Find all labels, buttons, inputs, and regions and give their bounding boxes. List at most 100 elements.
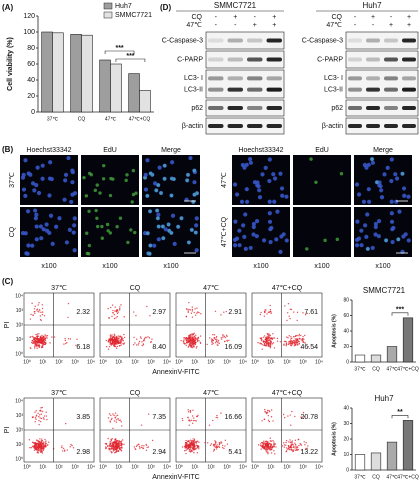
- edu-signal: [187, 240, 191, 245]
- event-dot: [108, 346, 111, 348]
- blot-row-label: β-actin: [182, 123, 203, 130]
- magnification: x100: [314, 263, 329, 270]
- event-dot: [33, 347, 36, 349]
- event-dot: [119, 339, 121, 341]
- event-dot: [113, 336, 115, 339]
- event-dot: [141, 444, 143, 447]
- event-dot: [273, 450, 275, 452]
- event-dot: [300, 444, 303, 446]
- event-dot: [120, 449, 122, 451]
- event-dot: [224, 340, 226, 342]
- quadrant-value: 7.35: [152, 414, 166, 421]
- event-dot: [296, 446, 298, 448]
- event-dot: [288, 446, 290, 448]
- x-tick-label: CQ: [372, 366, 380, 372]
- nucleus: [25, 209, 31, 214]
- event-dot: [195, 341, 197, 343]
- edu-signal: [172, 177, 176, 181]
- treatment-sign: +: [371, 14, 375, 21]
- event-dot: [114, 341, 117, 343]
- event-dot: [109, 334, 112, 336]
- blot-band: [208, 76, 224, 81]
- event-dot: [112, 448, 114, 450]
- edu-signal: [166, 222, 171, 227]
- event-dot: [218, 445, 220, 447]
- significance-label: **: [397, 409, 403, 416]
- blot-frame: [205, 99, 285, 117]
- event-dot: [37, 304, 39, 306]
- event-dot: [188, 301, 190, 304]
- treatment-sign: +: [272, 14, 276, 21]
- event-dot: [296, 319, 298, 322]
- micrograph: [354, 207, 412, 257]
- event-dot: [197, 414, 199, 417]
- event-dot: [35, 444, 38, 447]
- event-dot: [40, 413, 43, 415]
- event-dot: [120, 340, 123, 342]
- x-tick-label: 37℃: [354, 366, 366, 372]
- event-dot: [220, 337, 222, 339]
- x-tick-label: 47℃: [105, 116, 117, 122]
- nucleus: [170, 213, 176, 218]
- bar: [81, 34, 93, 113]
- event-dot: [120, 444, 122, 447]
- event-dot: [272, 342, 275, 344]
- y-tick-label: 0: [346, 467, 349, 473]
- event-dot: [288, 342, 290, 344]
- event-dot: [268, 420, 271, 423]
- nucleus: [281, 232, 286, 237]
- event-dot: [112, 427, 114, 430]
- flow-y-tick: 10²: [16, 427, 24, 433]
- nucleus: [49, 176, 54, 182]
- event-dot: [273, 337, 276, 339]
- edu-signal: [176, 225, 180, 229]
- event-dot: [35, 415, 37, 417]
- event-dot: [292, 450, 295, 452]
- event-dot: [196, 445, 199, 447]
- event-dot: [301, 449, 303, 451]
- event-dot: [269, 344, 271, 346]
- event-dot: [298, 333, 301, 336]
- event-dot: [116, 440, 118, 443]
- event-dot: [225, 310, 227, 313]
- event-dot: [67, 338, 70, 340]
- event-dot: [195, 442, 197, 444]
- nucleus: [389, 199, 394, 204]
- event-dot: [135, 338, 138, 340]
- event-dot: [40, 441, 42, 443]
- event-dot: [209, 337, 211, 339]
- flow-x-tick: 10³: [223, 464, 231, 470]
- event-dot: [116, 443, 118, 445]
- event-dot: [43, 315, 46, 317]
- nucleus: [157, 165, 162, 170]
- event-dot: [265, 412, 268, 415]
- nucleus: [23, 193, 28, 198]
- event-dot: [143, 445, 145, 447]
- blot-row-label: C-Caspase-3: [162, 37, 203, 44]
- event-dot: [260, 448, 262, 450]
- event-dot: [119, 306, 121, 308]
- event-dot: [53, 336, 56, 338]
- event-dot: [43, 418, 45, 420]
- event-dot: [267, 311, 270, 313]
- edu-signal: [309, 157, 313, 161]
- nucleus: [255, 183, 260, 188]
- event-dot: [211, 341, 213, 343]
- event-dot: [291, 449, 294, 451]
- edu-signal: [86, 252, 91, 256]
- event-dot: [115, 419, 118, 421]
- nucleus: [152, 243, 157, 248]
- event-dot: [307, 445, 309, 447]
- event-dot: [302, 312, 304, 314]
- edu-signal: [156, 224, 161, 229]
- event-dot: [187, 411, 190, 413]
- event-dot: [189, 339, 192, 342]
- event-dot: [270, 416, 273, 418]
- edu-signal: [186, 173, 190, 177]
- nucleus: [38, 224, 43, 229]
- event-dot: [183, 339, 185, 341]
- event-dot: [34, 305, 36, 308]
- event-dot: [264, 445, 266, 448]
- event-dot: [301, 338, 304, 340]
- event-dot: [118, 340, 120, 342]
